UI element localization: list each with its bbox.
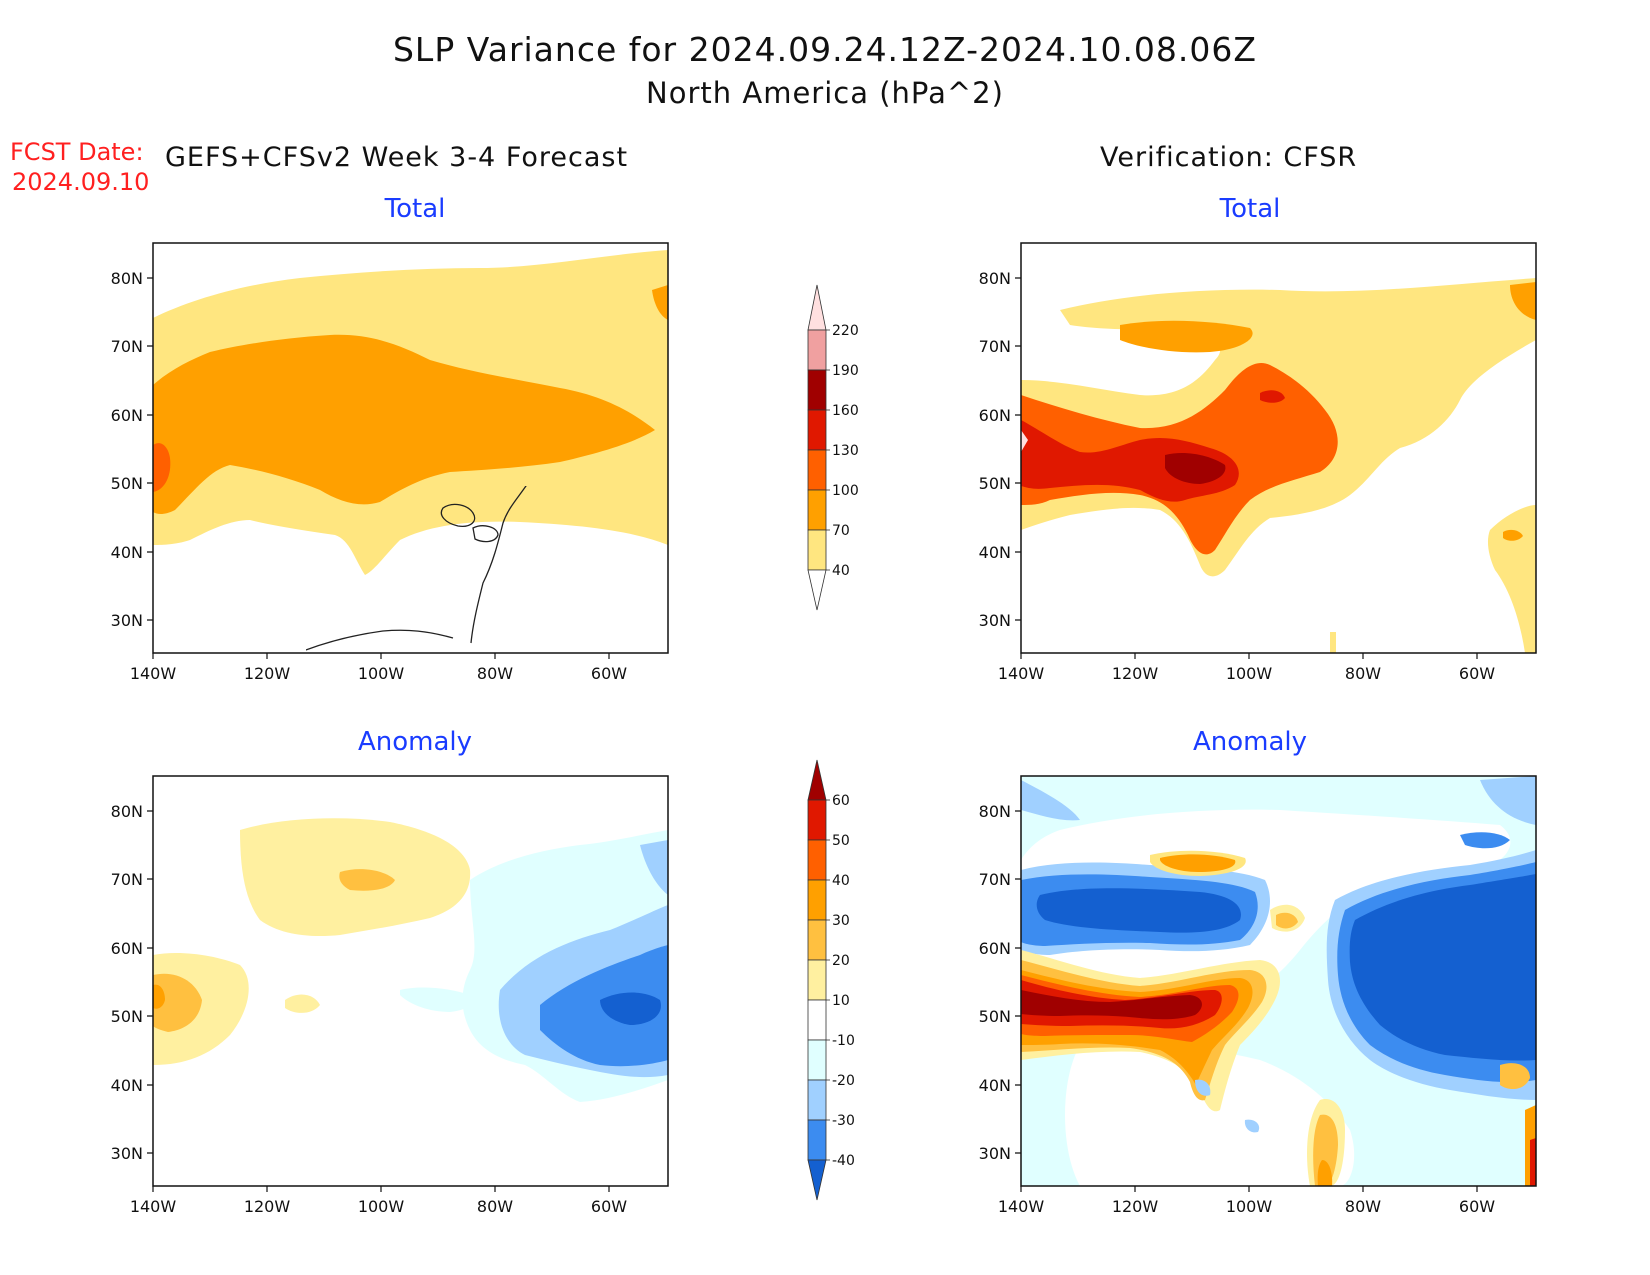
colorbar-label: 60 xyxy=(832,793,850,809)
colorbar-bin xyxy=(807,489,827,531)
colorbar-label: 70 xyxy=(832,523,850,539)
lon-tick-label: 60W xyxy=(591,664,627,683)
colorbar-label: 40 xyxy=(832,873,850,889)
lat-tick-label: 70N xyxy=(111,870,143,889)
lat-tick-label: 40N xyxy=(111,543,143,562)
colorbar-label: 160 xyxy=(832,403,859,419)
colorbar-top-tip xyxy=(807,759,827,801)
lon-tick-label: 120W xyxy=(1112,1197,1159,1216)
colorbar-bottom-tip xyxy=(807,1159,827,1201)
colorbar-bin xyxy=(807,999,827,1041)
main-subtitle: North America (hPa^2) xyxy=(646,76,1004,110)
lon-tick-label: 100W xyxy=(358,1197,405,1216)
lat-tick-label: 50N xyxy=(111,1007,143,1026)
panel-title-forecast-anomaly: Anomaly xyxy=(357,727,473,757)
lon-tick-label: 60W xyxy=(591,1197,627,1216)
colorbar-bin xyxy=(807,1079,827,1121)
colorbar-top-tip xyxy=(807,284,827,331)
lat-tick-label: 30N xyxy=(111,1144,143,1163)
colorbar-bin xyxy=(807,1039,827,1081)
lon-tick-label: 140W xyxy=(998,664,1045,683)
forecast-anomaly-map xyxy=(146,775,669,1193)
lon-tick-label: 140W xyxy=(998,1197,1045,1216)
forecast-date: 2024.09.10 xyxy=(12,168,150,196)
colorbar-label: -40 xyxy=(832,1153,855,1169)
colorbar-label: 40 xyxy=(832,563,850,579)
panel-title-verification-anomaly: Anomaly xyxy=(1192,727,1308,757)
lon-tick-label: 80W xyxy=(477,1197,513,1216)
panel-title-verification-total: Total xyxy=(1219,194,1281,224)
lon-tick-label: 80W xyxy=(477,664,513,683)
lon-tick-label: 100W xyxy=(1226,664,1273,683)
colorbar-label: 100 xyxy=(832,483,859,499)
lon-tick-label: 120W xyxy=(244,1197,291,1216)
forecast-column-heading: GEFS+CFSv2 Week 3-4 Forecast xyxy=(165,142,629,173)
lon-tick-label: 80W xyxy=(1345,664,1381,683)
lat-tick-label: 60N xyxy=(111,406,143,425)
colorbar-bin xyxy=(807,329,827,371)
lat-tick-label: 80N xyxy=(111,269,143,288)
colorbar-bin xyxy=(807,1119,827,1161)
lat-tick-label: 60N xyxy=(979,406,1011,425)
colorbar-bin xyxy=(807,449,827,491)
verification-column-heading: Verification: CFSR xyxy=(1100,142,1358,173)
lat-tick-label: 30N xyxy=(979,611,1011,630)
lat-tick-label: 70N xyxy=(979,337,1011,356)
colorbar-label: -10 xyxy=(832,1033,855,1049)
lat-tick-label: 60N xyxy=(979,939,1011,958)
lat-tick-label: 70N xyxy=(979,870,1011,889)
colorbar-label: 50 xyxy=(832,833,850,849)
forecast-date-label: FCST Date: xyxy=(10,138,144,166)
anomaly-colorbar: 60 50 40 30 20 10 -10 -20 -30 -40 xyxy=(807,759,855,1201)
lat-tick-label: 80N xyxy=(979,802,1011,821)
forecast-total-map xyxy=(146,242,669,660)
lon-tick-label: 100W xyxy=(1226,1197,1273,1216)
total-colorbar: 220 190 160 130 100 70 40 xyxy=(807,284,859,611)
lat-tick-label: 50N xyxy=(979,474,1011,493)
lat-tick-label: 50N xyxy=(979,1007,1011,1026)
verification-total-map xyxy=(1014,242,1537,660)
colorbar-label: 190 xyxy=(832,363,859,379)
colorbar-bin xyxy=(807,409,827,451)
lon-tick-label: 120W xyxy=(1112,664,1159,683)
lon-tick-label: 80W xyxy=(1345,1197,1381,1216)
lon-tick-label: 60W xyxy=(1459,664,1495,683)
colorbar-bin xyxy=(807,529,827,571)
lat-tick-label: 80N xyxy=(111,802,143,821)
lat-tick-label: 60N xyxy=(111,939,143,958)
main-title: SLP Variance for 2024.09.24.12Z-2024.10.… xyxy=(392,30,1258,69)
colorbar-label: 30 xyxy=(832,913,850,929)
colorbar-label: 220 xyxy=(832,323,859,339)
lon-tick-label: 140W xyxy=(130,664,177,683)
lat-tick-label: 40N xyxy=(111,1076,143,1095)
colorbar-label: 10 xyxy=(832,993,850,1009)
lat-tick-label: 50N xyxy=(111,474,143,493)
colorbar-bin xyxy=(807,879,827,921)
colorbar-bottom-tip xyxy=(807,569,827,611)
lat-tick-label: 40N xyxy=(979,543,1011,562)
colorbar-bin xyxy=(807,919,827,961)
lat-tick-label: 70N xyxy=(111,337,143,356)
lat-tick-label: 80N xyxy=(979,269,1011,288)
lat-tick-label: 30N xyxy=(979,1144,1011,1163)
lon-tick-label: 140W xyxy=(130,1197,177,1216)
panel-title-forecast-total: Total xyxy=(384,194,446,224)
lon-tick-label: 120W xyxy=(244,664,291,683)
colorbar-label: -30 xyxy=(832,1113,855,1129)
lat-tick-label: 30N xyxy=(111,611,143,630)
lat-tick-label: 40N xyxy=(979,1076,1011,1095)
colorbar-bin xyxy=(807,959,827,1001)
lon-tick-label: 60W xyxy=(1459,1197,1495,1216)
colorbar-label: 130 xyxy=(832,443,859,459)
colorbar-label: -20 xyxy=(832,1073,855,1089)
colorbar-label: 20 xyxy=(832,953,850,969)
lon-tick-label: 100W xyxy=(358,664,405,683)
colorbar-bin xyxy=(807,799,827,841)
verification-anomaly-map xyxy=(1014,775,1537,1193)
colorbar-bin xyxy=(807,369,827,411)
colorbar-bin xyxy=(807,839,827,881)
